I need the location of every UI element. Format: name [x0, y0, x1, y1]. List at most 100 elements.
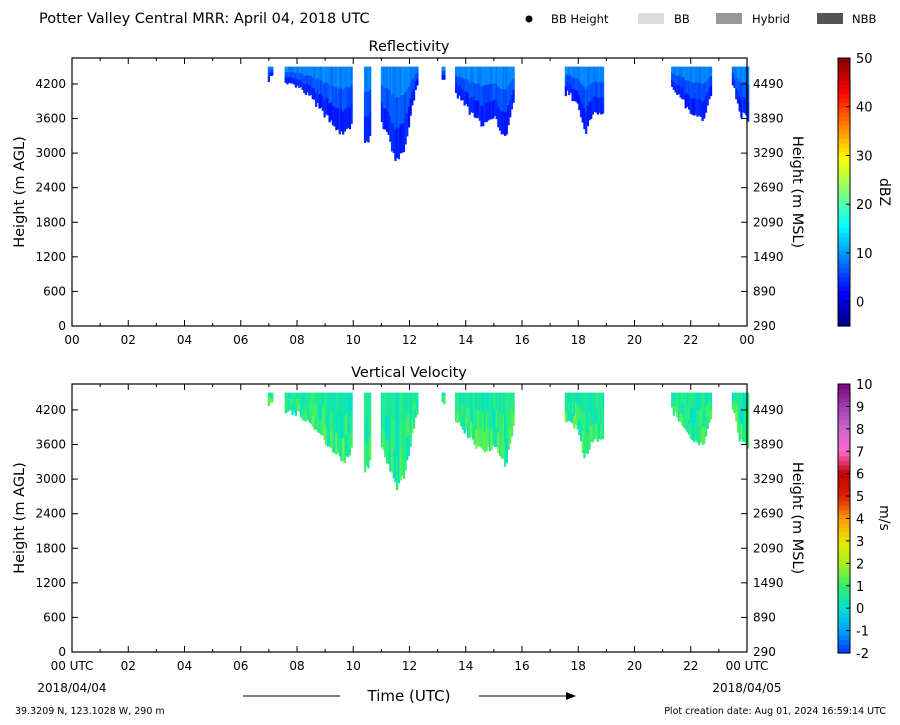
data-cell — [500, 89, 503, 112]
data-cell — [271, 395, 274, 400]
data-cell — [289, 77, 292, 84]
data-cell — [740, 66, 743, 85]
data-cell — [402, 449, 406, 479]
data-cell — [315, 79, 318, 94]
colorbar-segment — [838, 500, 850, 506]
data-cell — [733, 406, 736, 414]
data-cell — [482, 430, 485, 450]
data-cell — [708, 392, 711, 404]
data-cell — [441, 398, 444, 403]
data-cell — [689, 97, 692, 114]
colorbar-segment — [838, 428, 850, 434]
data-cell — [293, 66, 296, 73]
data-cell — [600, 98, 603, 115]
data-cell — [694, 82, 697, 99]
data-cell — [487, 392, 490, 412]
data-cell — [498, 434, 502, 456]
data-cell — [585, 111, 588, 134]
data-cell — [348, 433, 352, 456]
data-cell — [396, 457, 399, 491]
colorbar-segment — [838, 241, 850, 247]
data-cell — [676, 66, 679, 77]
data-cell — [505, 416, 508, 440]
data-cell — [342, 392, 345, 417]
data-cell — [455, 83, 458, 94]
data-cell — [485, 66, 488, 86]
data-cell — [588, 411, 591, 431]
y-right-tick-label: 3890 — [753, 112, 784, 126]
x-tick-label: 04 — [177, 659, 192, 673]
colorbar-segment — [838, 223, 850, 229]
data-cell — [325, 410, 328, 428]
data-cell — [671, 402, 674, 408]
colorbar-segment — [838, 576, 850, 582]
data-cell — [504, 89, 507, 114]
colorbar-tick-label: 3 — [856, 535, 864, 550]
data-cell — [460, 66, 463, 79]
x-tick-label: 22 — [683, 659, 698, 673]
data-cell — [482, 392, 485, 413]
data-cell — [709, 392, 713, 402]
data-cell — [387, 111, 390, 135]
data-cell — [585, 432, 588, 454]
data-cell — [311, 66, 314, 78]
colorbar-tick-label: 50 — [856, 52, 873, 67]
data-cell — [461, 77, 465, 90]
colorbar-segment — [838, 415, 850, 421]
data-cell — [350, 104, 353, 124]
data-cell — [316, 78, 319, 91]
colorbar-segment — [838, 227, 850, 233]
data-cell — [416, 66, 419, 74]
data-cell — [284, 392, 287, 400]
colorbar-segment — [838, 142, 850, 148]
data-cell — [743, 392, 746, 410]
colorbar-segment — [838, 232, 850, 238]
data-cell — [601, 66, 605, 83]
colorbar-segment — [838, 151, 850, 157]
colorbar-segment — [838, 617, 850, 623]
data-cell — [299, 408, 303, 418]
data-cell — [487, 410, 490, 430]
data-cell — [343, 392, 346, 417]
data-cell — [566, 74, 569, 83]
data-cell — [299, 400, 303, 410]
data-cell — [601, 423, 605, 439]
data-cell — [404, 444, 407, 471]
data-cell — [741, 81, 745, 98]
data-cell — [681, 392, 684, 405]
colorbar-segment — [838, 392, 850, 399]
data-cell — [397, 97, 400, 129]
data-cell — [590, 66, 593, 85]
colorbar-segment — [838, 58, 850, 64]
data-cell — [573, 77, 576, 90]
data-cell — [306, 75, 309, 85]
data-cell — [590, 392, 593, 410]
data-cell — [498, 392, 502, 415]
data-cell — [495, 66, 498, 85]
data-cell — [470, 81, 473, 98]
data-cell — [478, 428, 481, 447]
colorbar-segment — [838, 321, 850, 327]
data-cell — [492, 66, 495, 85]
colorbar-tick-label: 0 — [856, 296, 864, 311]
data-cell — [385, 439, 389, 464]
data-cell — [735, 88, 738, 100]
data-cell — [596, 408, 600, 426]
data-cell — [458, 402, 461, 413]
data-cell — [326, 392, 330, 412]
data-cell — [293, 399, 296, 407]
y-right-tick-label: 2090 — [753, 541, 784, 555]
data-cell — [681, 403, 684, 415]
data-cell — [681, 66, 684, 78]
data-cell — [600, 66, 603, 83]
data-cell — [743, 97, 746, 114]
colorbar-segment — [838, 138, 850, 144]
data-cell — [579, 392, 583, 410]
colorbar-segment — [838, 276, 850, 282]
data-cell — [331, 66, 335, 87]
data-cell — [740, 83, 743, 101]
colorbar-segment — [838, 102, 850, 108]
data-cell — [588, 392, 591, 413]
data-cell — [286, 398, 289, 406]
colorbar-segment — [838, 209, 850, 215]
